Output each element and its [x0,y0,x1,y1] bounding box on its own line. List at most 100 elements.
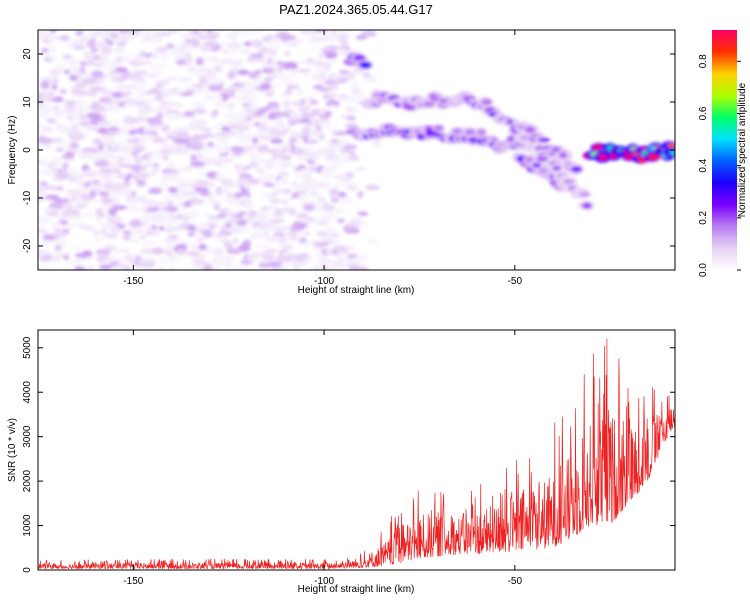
noise-blob-449 [201,127,213,132]
noise-blob-585 [93,198,102,205]
noise-blob-1042 [317,197,326,202]
noise-blob-198 [282,100,292,106]
snr-y-tick-label: 5000 [22,336,33,359]
ridge-core-1825 [519,135,530,141]
noise-blob-302 [82,51,96,60]
noise-blob-1559 [149,64,162,71]
noise-blob-1515 [187,232,195,237]
noise-blob-759 [65,103,75,109]
noise-blob-1419 [280,41,295,46]
noise-blob-465 [55,147,64,152]
ridge-core-1795 [524,126,536,133]
noise-blob-1136 [183,190,200,197]
noise-blob-1279 [183,33,196,40]
noise-blob-1261 [62,255,70,260]
noise-blob-1385 [315,147,332,156]
noise-blob-1381 [347,220,362,227]
noise-blob-1529 [262,52,273,59]
noise-blob-1264 [302,73,312,77]
noise-blob-1543 [155,114,163,120]
noise-blob-1293 [38,30,46,34]
noise-blob-1153 [140,37,153,42]
noise-blob-1256 [163,238,176,244]
noise-blob-1508 [124,99,136,104]
noise-blob-923 [313,34,324,38]
noise-blob-538 [54,244,62,252]
noise-blob-1465 [331,197,339,204]
noise-blob-1270 [167,256,180,263]
noise-blob-1532 [64,100,76,105]
noise-blob-1333 [236,163,248,168]
noise-blob-1464 [294,254,307,263]
noise-blob-385 [299,240,307,245]
noise-blob-1581 [301,150,318,157]
noise-blob-1379 [120,33,133,41]
noise-blob-761 [296,213,310,219]
noise-blob-575 [152,168,160,174]
noise-blob-879 [75,82,90,87]
noise-blob-787 [103,71,112,78]
noise-blob-1137 [323,51,338,59]
noise-blob-1218 [172,102,184,108]
noise-blob-1226 [206,56,220,60]
noise-blob-1467 [102,37,111,42]
noise-blob-1344 [213,174,227,179]
noise-blob-566 [154,46,169,52]
noise-blob-1506 [264,249,278,254]
noise-blob-1440 [176,248,186,256]
noise-blob-900 [269,218,285,223]
noise-blob-185 [270,199,281,204]
noise-blob-1579 [270,204,278,211]
noise-blob-1203 [45,194,60,201]
noise-blob-522 [148,71,164,77]
noise-blob-827 [321,213,337,222]
noise-blob-1584 [128,176,138,185]
noise-blob-969 [206,95,214,100]
snr-x-label: Height of straight line (km) [298,584,415,595]
noise-blob-1531 [319,122,333,129]
noise-blob-297 [126,204,137,213]
noise-blob-1360 [226,72,236,80]
noise-blob-1569 [289,147,306,156]
noise-blob-897 [235,95,243,102]
noise-blob-553 [331,93,338,98]
noise-blob-1375 [266,58,274,64]
noise-blob-1585 [126,173,134,178]
ridge-core-1801 [537,137,551,143]
noise-blob-843 [150,232,160,238]
noise-blob-840 [203,132,214,137]
noise-blob-257 [168,48,175,57]
noise-blob-958 [183,111,195,117]
noise-blob-1216 [291,192,299,198]
noise-blob-1552 [207,77,214,82]
noise-blob-1307 [157,87,169,92]
noise-blob-797 [159,31,170,36]
noise-blob-1233 [336,138,351,144]
noise-blob-1027 [271,180,284,187]
noise-blob-677 [104,243,115,248]
noise-blob-1444 [170,176,186,184]
noise-blob-1210 [109,105,120,111]
ridge-core-1743 [423,101,435,107]
noise-blob-1350 [108,207,118,216]
noise-blob-963 [295,187,307,192]
noise-blob-1311 [112,47,126,54]
noise-blob-1160 [159,149,174,154]
noise-blob-1551 [131,150,139,157]
noise-blob-1133 [309,58,323,67]
noise-blob-1309 [95,211,107,218]
noise-blob-903 [318,132,325,141]
noise-blob-1354 [244,41,251,47]
noise-blob-850 [84,59,95,66]
noise-blob-811 [276,267,289,270]
noise-blob-1477 [110,34,118,39]
noise-blob-1135 [128,198,141,205]
noise-blob-1487 [117,146,133,154]
noise-blob-1539 [274,226,285,232]
noise-blob-134 [209,59,224,65]
noise-blob-1044 [108,153,116,160]
colorbar-tick-label: 0.4 [698,158,709,172]
ridge-core-1889 [632,151,640,157]
noise-blob-1329 [244,83,258,87]
noise-blob-851 [256,157,264,165]
